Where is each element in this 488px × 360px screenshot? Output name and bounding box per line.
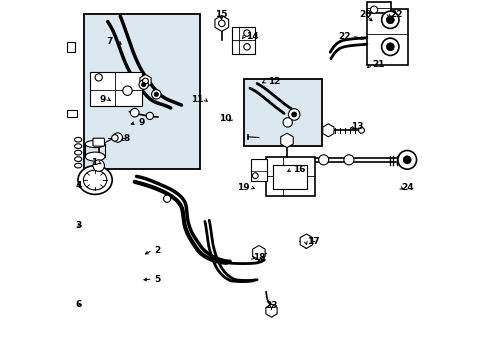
Polygon shape <box>252 246 264 260</box>
Circle shape <box>218 20 224 27</box>
Circle shape <box>318 155 328 165</box>
Text: 18: 18 <box>253 253 265 262</box>
Text: 3: 3 <box>75 220 81 230</box>
Circle shape <box>142 78 148 84</box>
FancyBboxPatch shape <box>93 138 104 146</box>
Bar <box>244 79 321 146</box>
Text: 14: 14 <box>246 32 258 41</box>
Polygon shape <box>300 234 312 248</box>
Text: 13: 13 <box>350 122 363 131</box>
Text: 22: 22 <box>389 10 402 19</box>
Text: 20: 20 <box>358 10 370 19</box>
Text: 7: 7 <box>106 37 113 46</box>
Text: 22: 22 <box>338 32 350 41</box>
Polygon shape <box>280 133 293 148</box>
Ellipse shape <box>85 140 105 148</box>
Circle shape <box>386 43 393 51</box>
Bar <box>231 27 255 54</box>
Text: 2: 2 <box>154 246 161 255</box>
Circle shape <box>403 156 410 164</box>
Circle shape <box>139 80 148 89</box>
Circle shape <box>358 127 364 133</box>
Circle shape <box>151 90 161 99</box>
Bar <box>67 110 77 117</box>
Circle shape <box>130 108 139 117</box>
Circle shape <box>397 150 416 169</box>
Ellipse shape <box>78 166 112 194</box>
Text: 9: 9 <box>100 95 106 104</box>
Bar <box>84 14 199 169</box>
Circle shape <box>113 133 122 142</box>
Text: 23: 23 <box>264 302 277 310</box>
Text: 21: 21 <box>371 60 384 69</box>
Circle shape <box>146 112 153 120</box>
Text: 5: 5 <box>154 275 161 284</box>
Circle shape <box>111 135 118 141</box>
Text: 16: 16 <box>292 165 305 174</box>
Circle shape <box>381 38 398 55</box>
Text: 24: 24 <box>400 183 413 192</box>
Circle shape <box>244 44 250 50</box>
Bar <box>250 159 266 181</box>
Circle shape <box>291 112 296 117</box>
Circle shape <box>154 92 158 96</box>
Bar <box>89 72 142 106</box>
Circle shape <box>386 16 393 24</box>
Text: 15: 15 <box>214 10 227 19</box>
Polygon shape <box>215 15 228 31</box>
Bar <box>265 157 314 196</box>
Circle shape <box>141 82 145 87</box>
Circle shape <box>252 173 258 179</box>
Polygon shape <box>322 124 333 137</box>
Text: 9: 9 <box>138 118 144 127</box>
Circle shape <box>343 155 353 165</box>
Circle shape <box>95 74 102 81</box>
Text: 1: 1 <box>90 158 97 166</box>
Bar <box>366 9 407 65</box>
Circle shape <box>370 6 377 13</box>
Text: 6: 6 <box>75 300 81 309</box>
Circle shape <box>163 195 170 202</box>
Bar <box>273 165 307 189</box>
Text: 17: 17 <box>307 237 320 246</box>
Ellipse shape <box>85 152 105 161</box>
Bar <box>66 42 75 52</box>
Text: 11: 11 <box>190 95 203 104</box>
Text: 19: 19 <box>237 183 249 192</box>
Text: 8: 8 <box>123 134 130 143</box>
Polygon shape <box>265 304 277 317</box>
Text: 10: 10 <box>219 114 231 123</box>
Ellipse shape <box>83 170 106 190</box>
Text: 12: 12 <box>267 77 280 86</box>
Text: 4: 4 <box>75 181 81 190</box>
Bar <box>366 2 390 13</box>
Circle shape <box>283 118 292 127</box>
Circle shape <box>122 86 132 95</box>
Circle shape <box>381 11 398 28</box>
Circle shape <box>244 30 250 36</box>
Circle shape <box>288 109 299 120</box>
Circle shape <box>93 160 104 171</box>
Polygon shape <box>140 75 151 87</box>
